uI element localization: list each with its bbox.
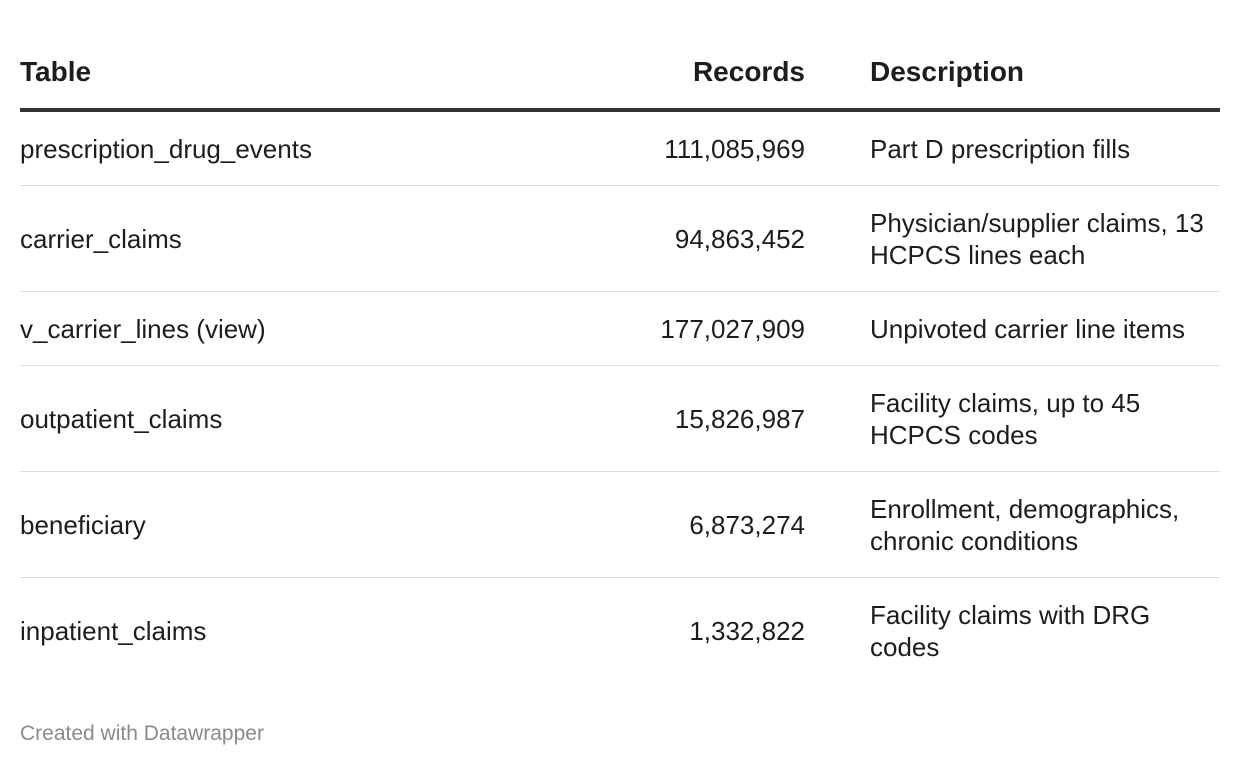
cell-gap xyxy=(805,365,870,472)
table-row: prescription_drug_events 111,085,969 Par… xyxy=(20,110,1220,186)
data-table-container: Table Records Description prescription_d… xyxy=(20,40,1220,683)
cell-description: Unpivoted carrier line items xyxy=(870,291,1220,366)
column-header-gap xyxy=(805,40,870,112)
cell-records: 94,863,452 xyxy=(580,185,805,292)
cell-table-name: v_carrier_lines (view) xyxy=(20,291,580,366)
table-header-row: Table Records Description xyxy=(20,40,1220,112)
cell-records: 15,826,987 xyxy=(580,365,805,472)
cell-records: 177,027,909 xyxy=(580,291,805,366)
cell-table-name: outpatient_claims xyxy=(20,365,580,472)
cell-table-name: beneficiary xyxy=(20,471,580,578)
data-table: Table Records Description prescription_d… xyxy=(20,40,1220,683)
table-row: beneficiary 6,873,274 Enrollment, demogr… xyxy=(20,471,1220,578)
cell-table-name: inpatient_claims xyxy=(20,615,207,646)
cell-description: Facility claims, up to 45 HCPCS codes xyxy=(870,365,1220,472)
cell-gap xyxy=(805,578,870,684)
column-header-description[interactable]: Description xyxy=(870,40,1220,112)
table-row: carrier_claims 94,863,452 Physician/supp… xyxy=(20,185,1220,292)
table-row: v_carrier_lines (view) 177,027,909 Unpiv… xyxy=(20,291,1220,366)
cell-records: 6,873,274 xyxy=(580,471,805,578)
cell-description: Part D prescription fills xyxy=(870,110,1220,186)
cell-gap xyxy=(805,471,870,578)
cell-records: 1,332,822 xyxy=(689,615,805,646)
datawrapper-credit[interactable]: Created with Datawrapper xyxy=(20,722,264,745)
cell-gap xyxy=(805,185,870,292)
cell-gap xyxy=(805,110,870,186)
table-row: outpatient_claims 15,826,987 Facility cl… xyxy=(20,365,1220,472)
cell-description: Physician/supplier claims, 13 HCPCS line… xyxy=(870,185,1220,292)
cell-gap xyxy=(805,291,870,366)
cell-description: Enrollment, demographics, chronic condit… xyxy=(870,471,1220,578)
cell-table-name: prescription_drug_events xyxy=(20,110,580,186)
cell-table-name: carrier_claims xyxy=(20,185,580,292)
cell-records: 111,085,969 xyxy=(580,110,805,186)
cell-description: Facility claims with DRG codes xyxy=(870,599,1151,662)
column-header-table[interactable]: Table xyxy=(20,40,580,112)
table-row: inpatient_claims 1,332,822 Facility clai… xyxy=(20,578,1220,684)
column-header-records[interactable]: Records xyxy=(580,40,805,112)
